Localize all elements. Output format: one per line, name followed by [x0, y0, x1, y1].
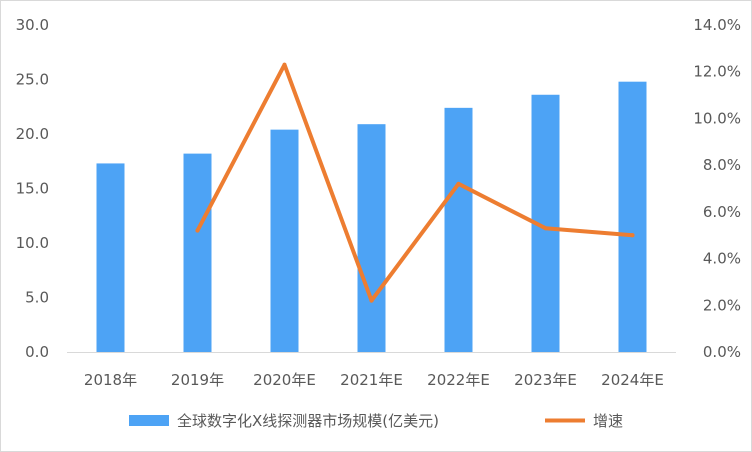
bar [618, 81, 647, 353]
x-tick-label: 2022年E [427, 371, 490, 389]
growth-point [630, 233, 635, 238]
x-tick-label: 2023年E [514, 371, 577, 389]
bar [96, 163, 125, 352]
right-tick-label: 2.0% [703, 296, 741, 314]
growth-point [456, 181, 461, 186]
legend-bar-swatch [129, 415, 169, 426]
bar [357, 124, 386, 352]
legend-bar-label: 全球数字化X线探测器市场规模(亿美元) [177, 412, 439, 430]
right-tick-label: 0.0% [703, 343, 741, 361]
growth-point [369, 298, 374, 303]
left-tick-label: 30.0 [16, 16, 49, 34]
growth-point [282, 62, 287, 67]
bar-series [96, 81, 647, 353]
right-tick-label: 14.0% [693, 16, 741, 34]
line-series [195, 62, 635, 303]
growth-line [195, 62, 635, 303]
x-tick-label: 2024年E [601, 371, 664, 389]
x-tick-label: 2018年 [84, 371, 137, 389]
x-axis: 2018年 2019年 2020年E 2021年E 2022年E 2023年E 2024年E [84, 371, 664, 389]
left-tick-label: 25.0 [16, 71, 49, 89]
bar [183, 153, 212, 352]
left-tick-label: 5.0 [25, 289, 49, 307]
right-tick-label: 10.0% [693, 109, 741, 127]
left-axis: 0.0 5.0 10.0 15.0 20.0 25.0 30.0 [16, 16, 49, 361]
right-axis: 0.0% 2.0% 4.0% 6.0% 8.0% 10.0% 12.0% 14.0% [693, 16, 741, 361]
right-tick-label: 6.0% [703, 203, 741, 221]
growth-point [195, 228, 200, 233]
x-tick-label: 2020年E [253, 371, 316, 389]
left-tick-label: 20.0 [16, 125, 49, 143]
left-tick-label: 15.0 [16, 180, 49, 198]
legend: 全球数字化X线探测器市场规模(亿美元) 增速 [129, 412, 623, 430]
left-tick-label: 10.0 [16, 234, 49, 252]
bar [444, 107, 473, 352]
left-tick-label: 0.0 [25, 343, 49, 361]
right-tick-label: 8.0% [703, 156, 741, 174]
x-tick-label: 2021年E [340, 371, 403, 389]
x-tick-label: 2019年 [171, 371, 224, 389]
bar [270, 129, 299, 352]
growth-point [543, 226, 548, 231]
right-tick-label: 12.0% [693, 63, 741, 81]
right-tick-label: 4.0% [703, 250, 741, 268]
legend-line-label: 增速 [593, 412, 623, 430]
